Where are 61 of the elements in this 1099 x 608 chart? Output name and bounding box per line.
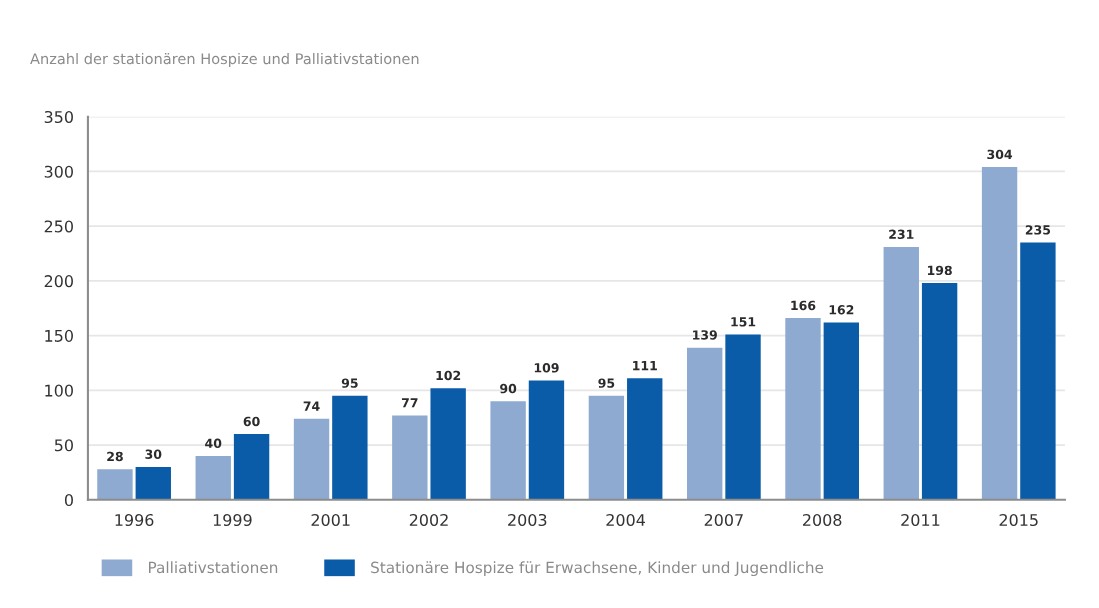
chart-title: Anzahl der stationären Hospize und Palliativstationen xyxy=(30,52,419,68)
data-label: 74 xyxy=(303,401,320,411)
data-label: 77 xyxy=(401,398,418,408)
data-label: 90 xyxy=(500,383,517,394)
data-label: 166 xyxy=(791,300,816,311)
bar xyxy=(135,466,171,500)
bar xyxy=(97,469,133,500)
x-tick-label: 2004 xyxy=(606,513,645,527)
bar xyxy=(981,167,1018,500)
data-label: 95 xyxy=(341,378,358,388)
x-tick-label: 2011 xyxy=(901,513,940,527)
data-label: 162 xyxy=(829,305,854,315)
x-tick-label: 1999 xyxy=(213,513,252,527)
data-label: 235 xyxy=(1025,225,1051,235)
bar xyxy=(921,283,958,500)
data-label: 198 xyxy=(927,265,952,276)
y-tick-label: 100 xyxy=(45,384,73,397)
data-label: 40 xyxy=(205,438,222,449)
data-label: 28 xyxy=(107,451,123,462)
x-tick-label: 2002 xyxy=(409,513,448,527)
bar xyxy=(627,378,663,500)
y-tick-label: 50 xyxy=(54,439,73,452)
x-tick-label: 2007 xyxy=(704,513,743,527)
bar xyxy=(687,347,723,500)
data-label: 102 xyxy=(436,370,461,381)
y-tick-label: 200 xyxy=(44,275,73,288)
bar xyxy=(1020,242,1056,500)
bar xyxy=(332,395,368,500)
data-label: 109 xyxy=(534,363,559,373)
y-tick-label: 250 xyxy=(44,220,73,233)
bar xyxy=(883,246,919,500)
data-label: 304 xyxy=(987,149,1013,160)
y-tick-label: 150 xyxy=(45,329,73,342)
data-label: 60 xyxy=(243,416,260,427)
x-tick-label: 2003 xyxy=(508,513,547,527)
bar xyxy=(195,456,231,500)
bar xyxy=(233,434,270,500)
data-label: 30 xyxy=(145,449,162,459)
bar xyxy=(392,415,428,500)
bar xyxy=(430,388,466,500)
bar xyxy=(785,318,821,500)
y-tick-label: 350 xyxy=(44,110,73,124)
x-tick-label: 2008 xyxy=(803,513,842,527)
data-label: 95 xyxy=(598,378,615,388)
data-label: 111 xyxy=(633,361,657,371)
legend-label: Stationäre Hospize für Erwachsene, Kinder und Jugendliche xyxy=(371,561,824,577)
bar xyxy=(528,380,565,500)
x-tick-label: 2001 xyxy=(311,513,350,527)
bar xyxy=(588,395,625,500)
data-label: 139 xyxy=(693,330,717,340)
bar xyxy=(293,418,330,500)
x-tick-label: 2015 xyxy=(999,513,1038,527)
bar xyxy=(823,322,860,500)
bar xyxy=(490,401,526,500)
y-tick-label: 0 xyxy=(64,493,73,507)
data-label: 151 xyxy=(731,317,756,327)
data-label: 231 xyxy=(889,229,914,239)
y-tick-label: 300 xyxy=(44,165,73,178)
legend-label: Palliativstationen xyxy=(149,561,278,574)
x-tick-label: 1996 xyxy=(115,513,154,527)
bar xyxy=(725,334,761,500)
